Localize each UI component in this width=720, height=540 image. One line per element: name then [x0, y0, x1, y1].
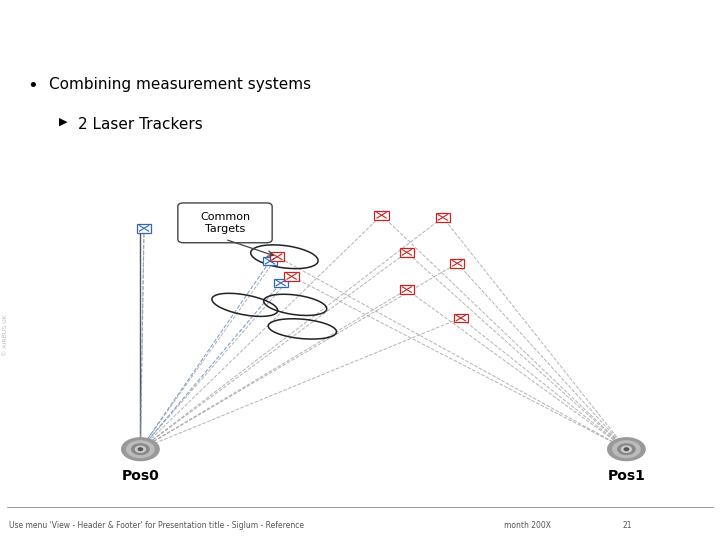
- Text: © AIRBUS UK: © AIRBUS UK: [4, 314, 8, 356]
- Bar: [454, 314, 468, 322]
- Text: •: •: [27, 77, 38, 96]
- Text: ▶: ▶: [59, 117, 68, 127]
- Circle shape: [621, 446, 631, 453]
- Text: 2 Laser Trackers: 2 Laser Trackers: [78, 117, 202, 132]
- Text: Pos0: Pos0: [122, 469, 159, 483]
- Text: Use menu 'View - Header & Footer' for Presentation title - Siglum - Reference: Use menu 'View - Header & Footer' for Pr…: [9, 521, 305, 530]
- Circle shape: [127, 441, 154, 457]
- Bar: [374, 211, 389, 220]
- Bar: [436, 213, 450, 222]
- Circle shape: [624, 448, 629, 450]
- Bar: [270, 252, 284, 261]
- Circle shape: [135, 446, 145, 453]
- Bar: [274, 279, 288, 287]
- Circle shape: [132, 444, 149, 455]
- Text: Uncertainty Analysis Example: Uncertainty Analysis Example: [13, 20, 480, 48]
- Text: Pos1: Pos1: [608, 469, 645, 483]
- Text: AIRBUS: AIRBUS: [663, 513, 701, 522]
- Text: Combining measurement systems: Combining measurement systems: [49, 77, 311, 92]
- Bar: [450, 259, 464, 268]
- Circle shape: [618, 444, 635, 455]
- Circle shape: [608, 438, 645, 461]
- Text: month 200X: month 200X: [504, 521, 551, 530]
- Bar: [137, 224, 151, 233]
- Bar: [263, 256, 277, 266]
- Circle shape: [138, 448, 143, 450]
- Circle shape: [122, 438, 159, 461]
- Circle shape: [613, 441, 640, 457]
- FancyBboxPatch shape: [178, 203, 272, 243]
- Text: 21: 21: [623, 521, 632, 530]
- Bar: [400, 285, 414, 294]
- Text: Common
Targets: Common Targets: [200, 212, 250, 234]
- Bar: [284, 272, 299, 281]
- Bar: [400, 248, 414, 256]
